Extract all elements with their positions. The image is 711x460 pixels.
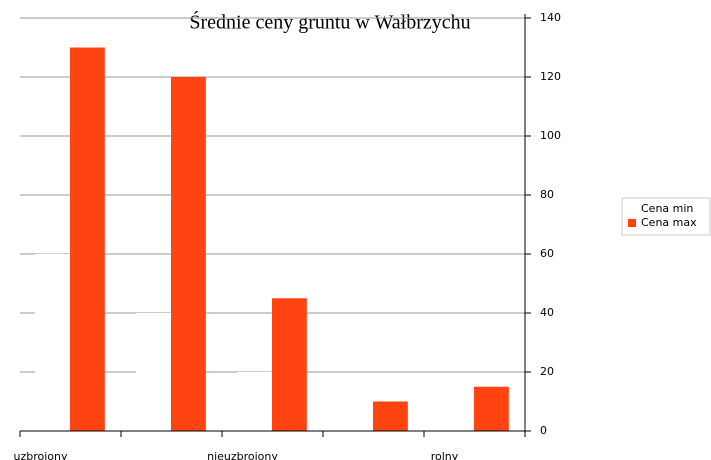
bar xyxy=(170,77,206,431)
legend-swatch xyxy=(628,219,636,227)
bar xyxy=(271,298,307,431)
y-tick-label: 140 xyxy=(540,11,561,24)
chart-title: Średnie ceny gruntu w Wałbrzychu xyxy=(189,10,470,34)
x-tick-label: uzbrojony xyxy=(13,450,67,460)
y-tick-label: 0 xyxy=(540,424,547,437)
y-tick-label: 40 xyxy=(540,306,554,319)
legend-label: Cena max xyxy=(641,216,697,229)
legend-label: Cena min xyxy=(641,202,693,215)
x-tick-label: nieuzbrojony xyxy=(207,450,278,460)
x-tick-label: rolny xyxy=(431,450,459,460)
bar xyxy=(136,313,171,431)
y-tick-label: 100 xyxy=(540,129,561,142)
legend-box xyxy=(621,197,711,236)
y-tick-label: 20 xyxy=(540,365,554,378)
bar xyxy=(237,372,272,431)
y-tick-label: 120 xyxy=(540,70,561,83)
bar xyxy=(372,401,408,431)
bar xyxy=(473,386,509,431)
y-tick-label: 80 xyxy=(540,188,554,201)
bar xyxy=(35,254,70,431)
legend-swatch xyxy=(628,205,636,213)
y-tick-label: 60 xyxy=(540,247,554,260)
bar xyxy=(69,47,105,431)
